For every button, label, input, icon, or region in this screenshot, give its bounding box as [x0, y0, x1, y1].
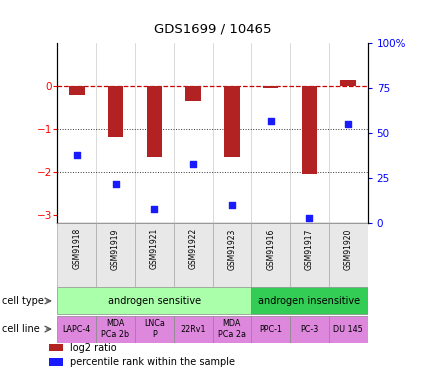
Text: DU 145: DU 145	[333, 324, 363, 334]
Text: MDA
PCa 2b: MDA PCa 2b	[102, 320, 130, 339]
Bar	[212, 223, 251, 287]
Point	[229, 202, 235, 208]
Text: androgen sensitive: androgen sensitive	[108, 296, 201, 306]
Text: MDA
PCa 2a: MDA PCa 2a	[218, 320, 246, 339]
Bar	[49, 358, 63, 366]
Bar	[57, 316, 96, 343]
Text: 22Rv1: 22Rv1	[180, 324, 206, 334]
Bar	[57, 223, 96, 287]
Text: GSM91920: GSM91920	[344, 228, 353, 270]
Point	[151, 206, 158, 212]
Point	[306, 215, 313, 221]
Bar	[135, 223, 174, 287]
Bar	[69, 86, 85, 94]
Text: cell line: cell line	[2, 324, 40, 334]
Bar	[135, 316, 174, 343]
Text: LNCa
P: LNCa P	[144, 320, 165, 339]
Text: GSM91922: GSM91922	[189, 228, 198, 270]
Bar	[251, 287, 368, 314]
Bar	[290, 316, 329, 343]
Bar	[263, 86, 278, 88]
Bar	[329, 316, 368, 343]
Bar	[224, 86, 240, 157]
Text: GSM91919: GSM91919	[111, 228, 120, 270]
Bar	[329, 223, 368, 287]
Text: log2 ratio: log2 ratio	[70, 342, 116, 352]
Text: GSM91917: GSM91917	[305, 228, 314, 270]
Bar	[57, 287, 251, 314]
Bar	[49, 344, 63, 351]
Point	[190, 161, 196, 167]
Bar	[251, 223, 290, 287]
Point	[267, 117, 274, 123]
Bar	[185, 86, 201, 101]
Point	[112, 180, 119, 186]
Text: androgen insensitive: androgen insensitive	[258, 296, 360, 306]
Bar	[340, 80, 356, 86]
Text: PC-3: PC-3	[300, 324, 319, 334]
Text: LAPC-4: LAPC-4	[62, 324, 91, 334]
Bar	[96, 223, 135, 287]
Bar	[290, 223, 329, 287]
Text: GDS1699 / 10465: GDS1699 / 10465	[154, 22, 271, 36]
Text: PPC-1: PPC-1	[259, 324, 282, 334]
Text: cell type: cell type	[2, 296, 44, 306]
Text: GSM91916: GSM91916	[266, 228, 275, 270]
Bar	[174, 316, 212, 343]
Text: percentile rank within the sample: percentile rank within the sample	[70, 357, 235, 367]
Point	[74, 152, 80, 158]
Text: GSM91921: GSM91921	[150, 228, 159, 270]
Bar	[108, 86, 123, 137]
Bar	[302, 86, 317, 174]
Bar	[174, 223, 212, 287]
Bar	[96, 316, 135, 343]
Text: GSM91918: GSM91918	[72, 228, 81, 270]
Point	[345, 121, 351, 127]
Bar	[212, 316, 251, 343]
Text: GSM91923: GSM91923	[227, 228, 236, 270]
Bar	[251, 316, 290, 343]
Bar	[147, 86, 162, 157]
